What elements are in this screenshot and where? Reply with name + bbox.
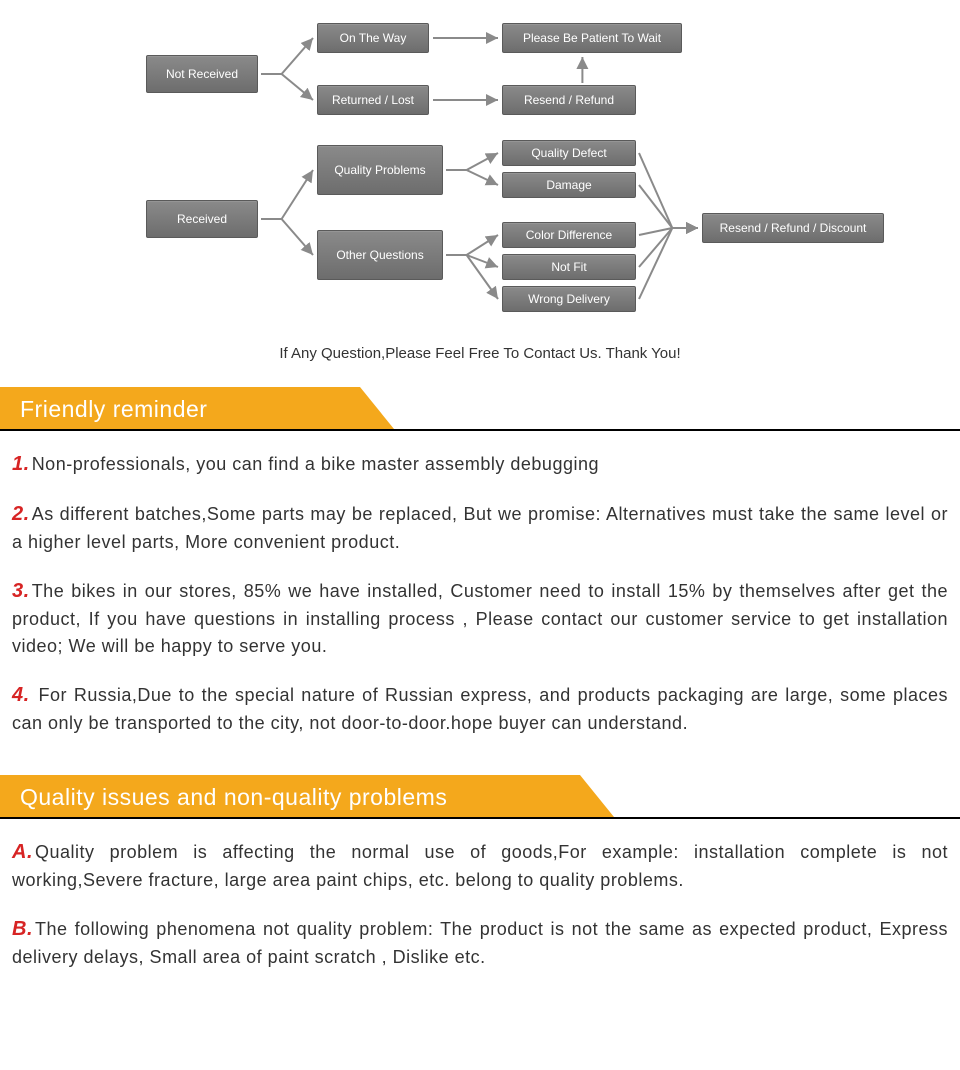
friendly-item-1-num: 1. [12,453,30,475]
node-quality-defect: Quality Defect [502,140,636,166]
friendly-item-4-num: 4. [12,684,30,706]
friendly-item-1: 1.Non-professionals, you can find a bike… [12,449,948,479]
friendly-item-2-text: As different batches,Some parts may be r… [12,504,948,552]
node-not-fit: Not Fit [502,254,636,280]
friendly-item-3: 3.The bikes in our stores, 85% we have i… [12,576,948,660]
flowchart-arrows [0,0,960,330]
node-other-questions: Other Questions [317,230,443,280]
contact-line: If Any Question,Please Feel Free To Cont… [0,345,960,362]
friendly-item-2-num: 2. [12,503,30,525]
node-returned-lost: Returned / Lost [317,85,429,115]
node-resend-refund-discount: Resend / Refund / Discount [702,213,884,243]
quality-item-1-num: A. [12,841,33,863]
quality-item-2-num: B. [12,918,33,940]
banner-friendly-rule [0,429,960,431]
friendly-item-4: 4. For Russia,Due to the special nature … [12,680,948,737]
node-not-received: Not Received [146,55,258,93]
friendly-content: 1.Non-professionals, you can find a bike… [0,435,960,775]
friendly-item-1-text: Non-professionals, you can find a bike m… [32,454,599,474]
banner-quality-title: Quality issues and non-quality problems [20,775,447,819]
quality-item-2: B.The following phenomena not quality pr… [12,914,948,971]
node-quality-problems: Quality Problems [317,145,443,195]
node-on-the-way: On The Way [317,23,429,53]
node-received: Received [146,200,258,238]
friendly-item-2: 2.As different batches,Some parts may be… [12,499,948,556]
quality-content: A.Quality problem is affecting the norma… [0,823,960,1009]
quality-item-2-text: The following phenomena not quality prob… [12,919,948,967]
friendly-item-4-text: For Russia,Due to the special nature of … [12,685,948,733]
quality-item-1-text: Quality problem is affecting the normal … [12,842,948,890]
friendly-item-3-text: The bikes in our stores, 85% we have ins… [12,581,948,656]
node-damage: Damage [502,172,636,198]
banner-quality-rule [0,817,960,819]
banner-friendly-title: Friendly reminder [20,387,207,431]
node-wrong-delivery: Wrong Delivery [502,286,636,312]
quality-item-1: A.Quality problem is affecting the norma… [12,837,948,894]
node-please-wait: Please Be Patient To Wait [502,23,682,53]
flowchart: Not Received On The Way Returned / Lost Ple… [0,0,960,330]
node-resend-refund: Resend / Refund [502,85,636,115]
banner-quality: Quality issues and non-quality problems [0,775,960,819]
node-color-diff: Color Difference [502,222,636,248]
banner-friendly: Friendly reminder [0,387,960,431]
friendly-item-3-num: 3. [12,580,30,602]
